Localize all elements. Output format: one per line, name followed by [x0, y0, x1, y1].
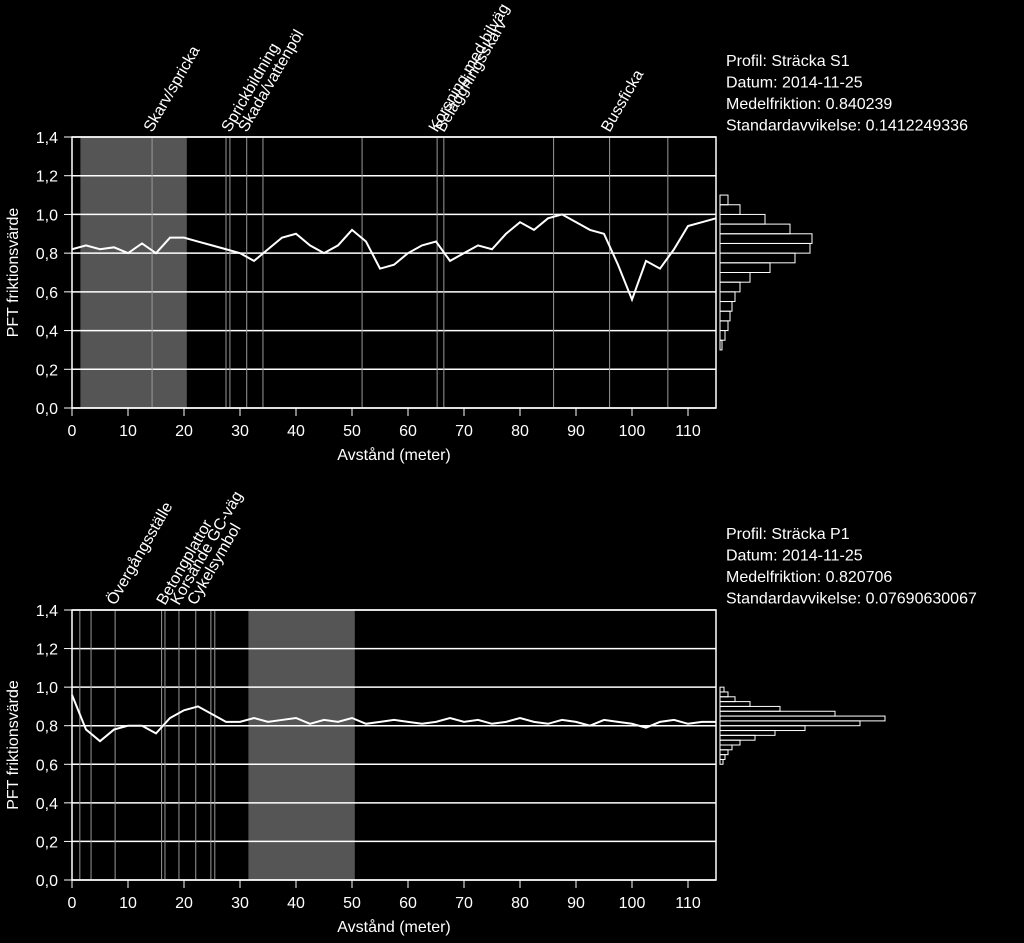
x-tick-label: 50 [343, 895, 361, 912]
y-tick-label: 1,4 [36, 603, 58, 620]
histogram-bar [719, 320, 729, 332]
histogram-bar [719, 339, 723, 351]
x-tick-label: 20 [175, 895, 193, 912]
x-tick-label: 40 [287, 895, 305, 912]
x-axis-label: Avstånd (meter) [337, 918, 451, 936]
x-tick-label: 110 [675, 895, 701, 912]
histogram-bar [719, 758, 724, 765]
shaded-region [80, 137, 187, 408]
info-text: Medelfriktion: 0.840239 [726, 96, 892, 113]
histogram-bar [719, 739, 741, 746]
annotation-label: Bussficka [598, 67, 647, 135]
histogram-bar [719, 715, 886, 722]
x-tick-label: 10 [119, 895, 137, 912]
histogram-bar [719, 725, 806, 732]
histogram-bar [719, 730, 776, 736]
x-tick-label: 60 [399, 423, 417, 440]
x-tick-label: 90 [567, 423, 585, 440]
info-text: Datum: 2014-11-25 [726, 75, 863, 92]
histogram-bar [719, 710, 836, 717]
y-tick-label: 0,8 [36, 719, 58, 736]
shaded-region [248, 610, 355, 880]
histogram-bar [719, 213, 766, 225]
x-tick-label: 90 [567, 895, 585, 912]
info-text: Datum: 2014-11-25 [726, 548, 863, 565]
histogram-bar [719, 754, 726, 760]
x-tick-label: 80 [511, 895, 529, 912]
x-tick-label: 30 [231, 423, 249, 440]
x-tick-label: 20 [175, 423, 193, 440]
histogram-bar [719, 204, 741, 215]
x-tick-label: 100 [619, 895, 646, 912]
histogram-bar [719, 262, 771, 274]
y-tick-label: 0,4 [36, 324, 58, 341]
x-tick-label: 50 [343, 423, 361, 440]
histogram-bar [719, 301, 733, 312]
histogram-bar [719, 701, 751, 707]
x-tick-label: 70 [455, 895, 473, 912]
histogram-bar [719, 310, 731, 322]
x-tick-label: 30 [231, 895, 249, 912]
y-axis-label: PFT friktionsvärde [5, 208, 22, 338]
histogram-bar [719, 291, 736, 303]
x-tick-label: 10 [119, 423, 137, 440]
x-axis-label: Avstånd (meter) [337, 446, 451, 464]
x-tick-label: 0 [68, 423, 77, 440]
histogram-bar [719, 749, 729, 756]
friction-line [71, 213, 717, 303]
x-tick-label: 70 [455, 423, 473, 440]
y-tick-label: 1,2 [36, 169, 58, 186]
plot-frame [71, 609, 717, 881]
y-axis-label: PFT friktionsvärde [5, 680, 22, 810]
friction-line [71, 694, 716, 743]
plot-frame [71, 136, 717, 409]
histogram-bar [719, 242, 811, 254]
histogram-bar [719, 194, 729, 206]
x-tick-label: 100 [619, 423, 646, 440]
y-tick-label: 1,0 [36, 207, 58, 224]
annotation-label: Beläggningsskarv [433, 17, 511, 135]
histogram-bar [719, 696, 736, 703]
y-tick-label: 1,0 [36, 680, 58, 697]
histogram-bar [719, 252, 796, 264]
y-tick-label: 1,4 [36, 130, 58, 147]
y-tick-label: 0,0 [36, 873, 58, 890]
histogram-bar [719, 691, 729, 698]
histogram-bar [719, 330, 726, 341]
histogram-bar [719, 705, 781, 712]
info-text: Standardavvikelse: 0.1412249336 [726, 118, 968, 135]
histogram-bar [719, 720, 861, 727]
x-tick-label: 0 [68, 895, 77, 912]
y-tick-label: 0,2 [36, 362, 58, 379]
annotation-label: Skarv/spricka [141, 43, 204, 135]
histogram-bar [719, 686, 725, 693]
info-text: Profil: Sträcka P1 [726, 526, 850, 543]
histogram-bar [719, 233, 813, 244]
y-tick-label: 0,6 [36, 285, 58, 302]
y-tick-label: 0,4 [36, 796, 58, 813]
histogram-bar [719, 744, 733, 751]
y-tick-label: 0,8 [36, 246, 58, 263]
y-tick-label: 0,6 [36, 757, 58, 774]
histogram-bar [719, 272, 751, 283]
y-tick-label: 1,2 [36, 642, 58, 659]
histogram-bar [719, 734, 756, 741]
info-text: Medelfriktion: 0.820706 [726, 569, 892, 586]
histogram-bar [719, 223, 791, 235]
info-text: Profil: Sträcka S1 [726, 53, 850, 70]
y-tick-label: 0,0 [36, 401, 58, 418]
y-tick-label: 0,2 [36, 834, 58, 851]
x-tick-label: 110 [675, 423, 701, 440]
x-tick-label: 40 [287, 423, 305, 440]
info-text: Standardavvikelse: 0.07690630067 [726, 591, 977, 608]
x-tick-label: 80 [511, 423, 529, 440]
histogram-bar [719, 281, 741, 293]
x-tick-label: 60 [399, 895, 417, 912]
